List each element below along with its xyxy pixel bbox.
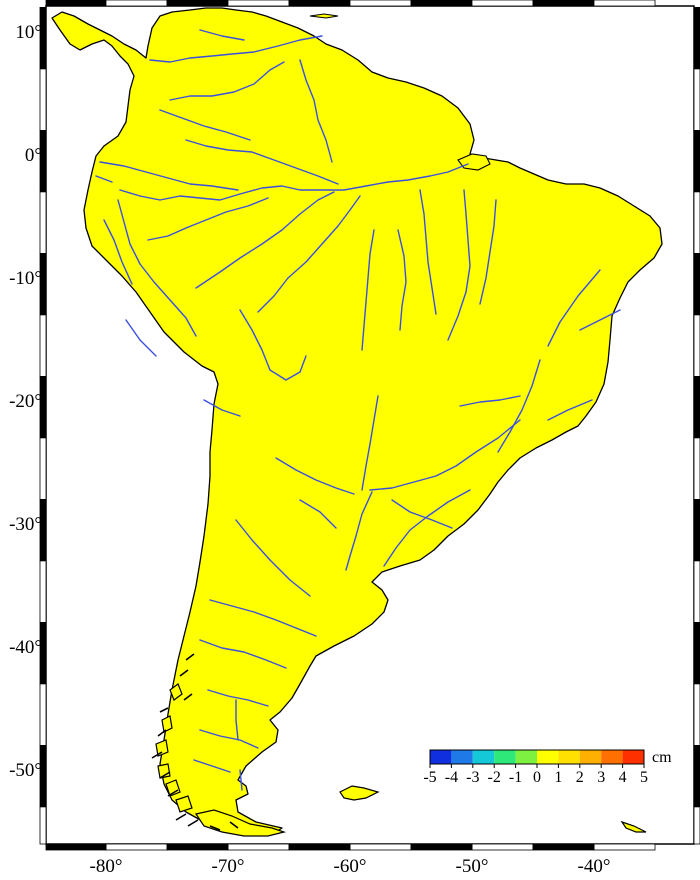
island-ticks (151, 653, 239, 831)
south-georgia-island (620, 820, 647, 833)
colorbar-tick-label: -5 (423, 769, 436, 786)
colorbar-tick-label: 0 (533, 769, 541, 786)
colorbar-segment (494, 750, 516, 764)
colorbar-segment (430, 750, 452, 764)
x-tick-label: -40° (578, 856, 611, 877)
colorbar-tick-label: -2 (488, 769, 501, 786)
x-axis-labels: -80° -70° -60° -50° -40° (90, 844, 611, 877)
colorbar-tick-label: 4 (619, 769, 627, 786)
colorbar-segment (472, 750, 495, 764)
colorbar-segment (558, 750, 580, 764)
chilean-archipelago (155, 683, 193, 813)
y-tick-label: -10° (9, 268, 42, 289)
south-america-landmass (51, 7, 663, 833)
x-tick-label: -70° (212, 856, 245, 877)
y-tick-label: -40° (9, 637, 42, 658)
colorbar-tick-label: 2 (576, 769, 584, 786)
rivers (95, 29, 621, 791)
colorbar: -5 -4 -3 -2 -1 0 1 2 3 4 5 (423, 749, 648, 786)
colorbar-segment (515, 750, 537, 764)
y-tick-label: -20° (9, 391, 42, 412)
marajo-island (457, 153, 491, 171)
colorbar-tick-label: 3 (597, 769, 605, 786)
caribbean-island (309, 13, 339, 19)
y-tick-label: -30° (9, 514, 42, 535)
colorbar-tick-label: -1 (509, 769, 522, 786)
colorbar-tick-label: -4 (445, 769, 458, 786)
x-tick-label: -60° (334, 856, 367, 877)
colorbar-tick-label: 5 (640, 769, 648, 786)
falkland-islands (339, 785, 380, 801)
colorbar-segment (537, 750, 559, 764)
colorbar-segment (622, 750, 644, 764)
colorbar-segment (601, 750, 623, 764)
y-tick-label: -50° (9, 760, 42, 781)
x-tick-label: -50° (456, 856, 489, 877)
colorbar-segment (579, 750, 602, 764)
colorbar-unit-label: cm (652, 749, 672, 766)
colorbar-tick-label: 1 (554, 769, 562, 786)
y-axis-labels: 10° 0° -10° -20° -30° -40° -50° (9, 22, 46, 781)
colorbar-segment (451, 750, 473, 764)
colorbar-tick-label: -3 (466, 769, 479, 786)
y-tick-label: 10° (15, 22, 42, 43)
map-frame (39, 0, 700, 851)
x-tick-label: -80° (90, 856, 123, 877)
y-tick-label: 0° (25, 145, 42, 166)
